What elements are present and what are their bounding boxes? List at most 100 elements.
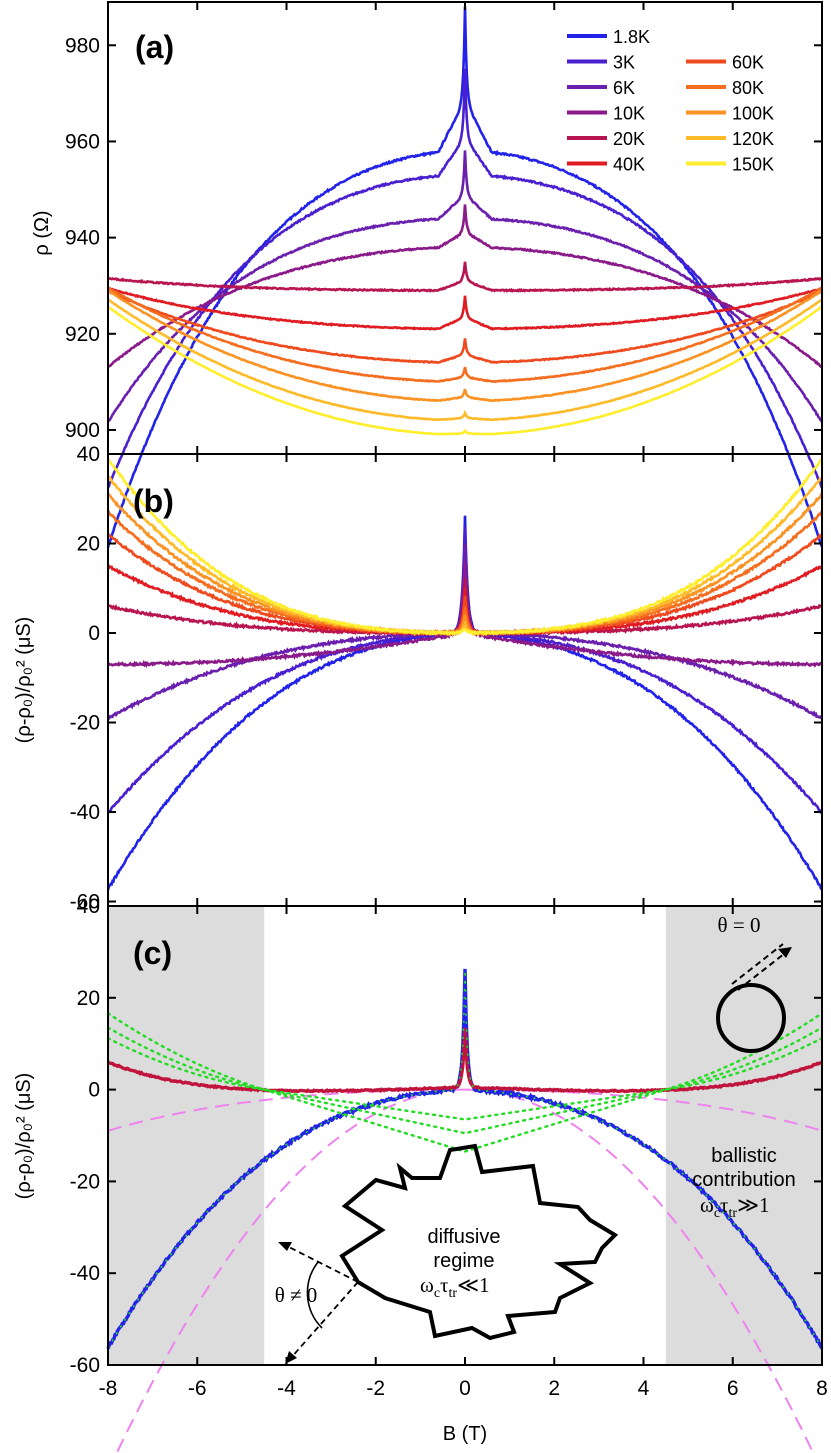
xtick-label: 4: [638, 1377, 650, 1400]
y-axis-label-c: (ρ-ρ₀)/ρ₀² (μS): [13, 1073, 35, 1200]
curve-a-6K: [106, 150, 824, 423]
legend-label-100K: 100K: [732, 104, 774, 124]
curve-b-3K: [107, 526, 823, 815]
shaded-region-right: [665, 906, 822, 1365]
xtick-label: -8: [99, 1377, 118, 1400]
diffusive-trajectory-icon: [339, 1143, 619, 1341]
curve-c-1.8K: [106, 968, 824, 1350]
ballistic-label-line2: contribution: [692, 1169, 795, 1191]
ballistic-label-line3: ωcτtr≫1: [700, 1193, 770, 1221]
fit-diffusive-upper: [107, 1088, 823, 1132]
curve-a-120K: [107, 298, 823, 422]
xtick-label: -4: [277, 1377, 296, 1400]
curve-a-20K: [107, 261, 823, 293]
curve-a-150K: [107, 305, 823, 436]
x-axis-label: B (T): [443, 1423, 487, 1445]
curve-b-120K: [106, 475, 823, 637]
ytick-label: -20: [70, 1170, 100, 1193]
arrow-line-2: [731, 943, 784, 985]
curve-b-20K: [107, 578, 823, 638]
legend-label-20K: 20K: [613, 129, 645, 149]
xtick-label: -2: [366, 1377, 385, 1400]
ballistic-omega: ω: [700, 1193, 714, 1217]
legend: 1.8K 3K 6K 10K 20K 40K 60K 80K 100K 120K 150K: [567, 27, 774, 175]
legend-label-80K: 80K: [732, 78, 764, 98]
curve-b-150K: [107, 457, 823, 637]
diffusive-label-line1: diffusive: [427, 1226, 500, 1248]
xtick-label: 0: [459, 1377, 471, 1400]
arrow-line-1: [737, 949, 790, 991]
ballistic-sub-tr: tr: [729, 1206, 738, 1221]
theta-zero-label: θ = 0: [718, 913, 761, 937]
y-axis-label-b: (ρ-ρ₀)/ρ₀² (μS): [13, 617, 35, 744]
ytick-label: 0: [88, 1079, 100, 1102]
panel-b-curves: [106, 457, 824, 891]
ytick-label: 20: [77, 533, 100, 556]
outgoing-arrow-line: [289, 1281, 359, 1360]
ballistic-relation: ≫1: [737, 1193, 769, 1217]
ytick-label: 20: [77, 987, 100, 1010]
axis-ticks: [107, 2, 823, 1366]
ytick-label: -40: [70, 801, 100, 824]
theta-nonzero-label: θ ≠ 0: [275, 1283, 318, 1307]
curve-a-80K: [107, 286, 823, 384]
ballistic-tau: τ: [720, 1193, 728, 1217]
outgoing-arrow-head-icon: [285, 1351, 297, 1364]
curve-a-3K: [106, 68, 824, 489]
diffusive-sub-tr: tr: [449, 1286, 458, 1301]
shaded-region-left: [108, 906, 265, 1365]
ytick-label: 900: [65, 419, 100, 442]
ytick-label: -60: [70, 1354, 100, 1377]
ytick-label: 40: [77, 895, 100, 918]
ballistic-sub-c: c: [714, 1206, 720, 1221]
ytick-label: 40: [77, 443, 100, 466]
xtick-label: 8: [816, 1377, 828, 1400]
diffusive-relation: ≪1: [457, 1273, 489, 1297]
curve-c-20K: [106, 1027, 824, 1094]
panel-a-curves: [106, 6, 824, 549]
circular-orbit-icon: [716, 983, 786, 1053]
ytick-label: 980: [65, 34, 100, 57]
legend-label-40K: 40K: [613, 155, 645, 175]
legend-label-150K: 150K: [732, 155, 774, 175]
legend-label-10K: 10K: [613, 104, 645, 124]
legend-label-3K: 3K: [613, 53, 635, 73]
curve-b-80K: [107, 510, 823, 636]
diffusive-label-line2: regime: [433, 1250, 494, 1272]
ytick-label: 940: [65, 227, 100, 250]
curve-b-100K: [107, 492, 824, 638]
curve-b-60K: [107, 533, 824, 636]
diffusive-tau: τ: [440, 1273, 448, 1297]
y-axis-label-a: ρ (Ω): [31, 210, 53, 255]
axis-tick-labels: 900920940960980-60-40-2002040-60-40-2002…: [65, 34, 828, 1400]
ytick-label: -40: [70, 1262, 100, 1285]
fit-ballistic-2: [106, 1012, 824, 1153]
diffusive-omega: ω: [420, 1273, 434, 1297]
scattering-angle-diagram: θ ≠ 0: [275, 1242, 359, 1364]
ballistic-label-line1: ballistic: [711, 1145, 777, 1167]
curve-a-100K: [107, 289, 824, 403]
ballistic-orbit-diagram: θ = 0: [716, 913, 792, 1053]
ytick-label: -60: [70, 891, 100, 914]
diffusive-sub-c: c: [434, 1286, 440, 1301]
curve-b-40K: [107, 564, 823, 637]
legend-label-120K: 120K: [732, 129, 774, 149]
curve-a-40K: [106, 286, 823, 331]
incoming-arrow-head-icon: [278, 1242, 292, 1251]
ytick-label: 920: [65, 323, 100, 346]
ytick-label: -20: [70, 712, 100, 735]
legend-label-60K: 60K: [732, 53, 764, 73]
legend-label-1.8K: 1.8K: [613, 27, 650, 47]
fit-ballistic-0: [106, 1037, 824, 1121]
curve-a-60K: [107, 289, 823, 365]
legend-label-6K: 6K: [613, 78, 635, 98]
panel-label-c: (c): [133, 935, 172, 971]
xtick-label: -6: [188, 1377, 207, 1400]
xtick-label: 2: [548, 1377, 560, 1400]
fit-diffusive-lower: [115, 1088, 815, 1453]
ytick-label: 960: [65, 130, 100, 153]
angle-arc: [306, 1261, 323, 1329]
panel-label-a: (a): [135, 29, 174, 65]
ytick-label: 0: [88, 622, 100, 645]
